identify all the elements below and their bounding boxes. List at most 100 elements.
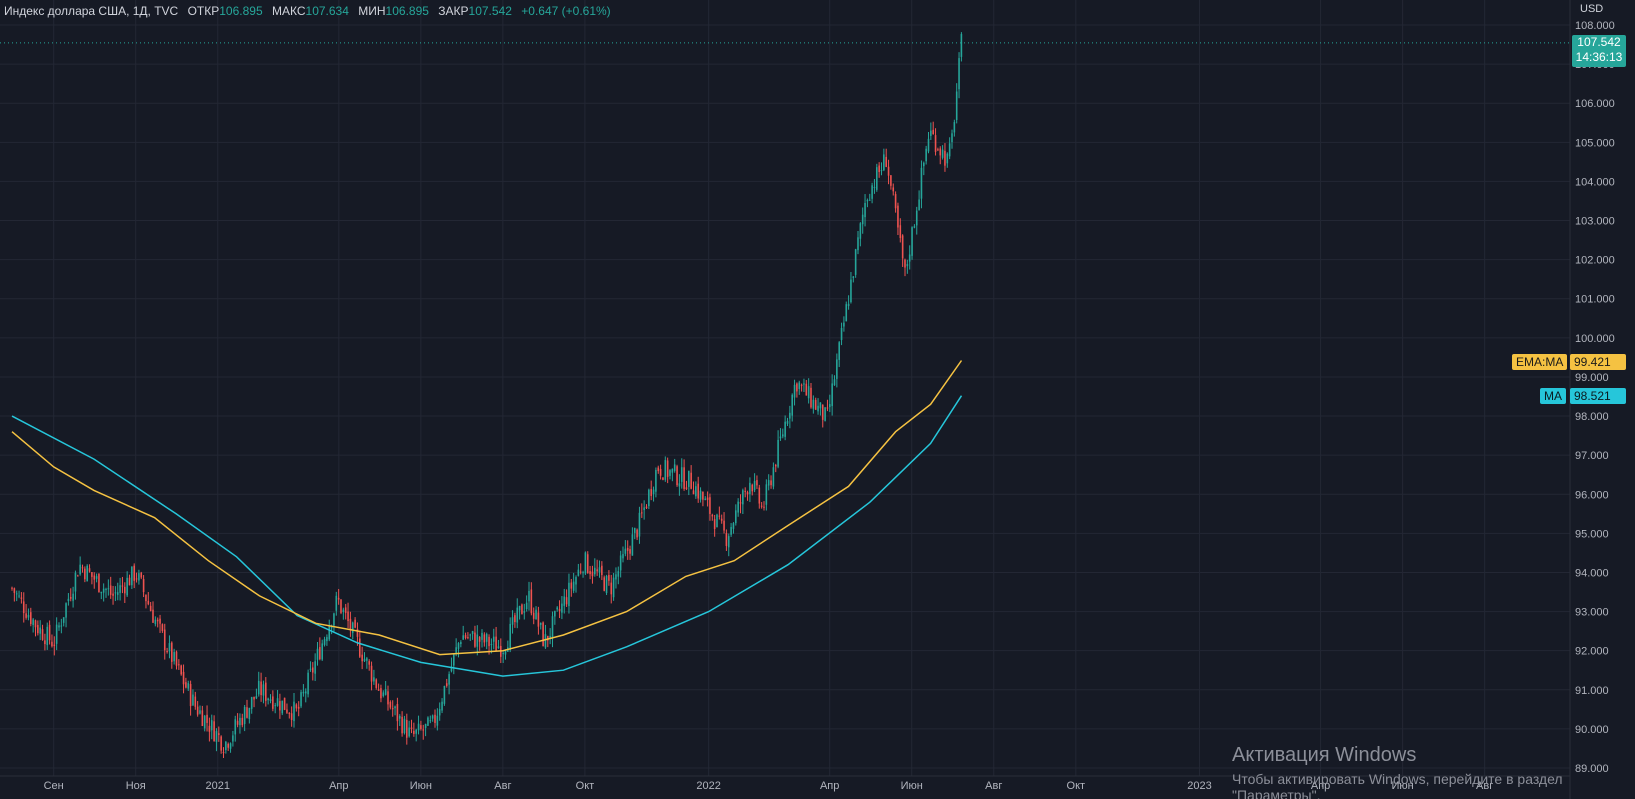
candle-body (206, 714, 208, 723)
y-tick-label: 92.000 (1575, 646, 1609, 658)
candle-body (260, 681, 262, 696)
candle-body (46, 626, 49, 646)
candle-body (443, 685, 446, 704)
candle-body (603, 577, 605, 591)
candle-body (749, 482, 751, 495)
candle-body (532, 612, 535, 619)
candle-body (791, 394, 793, 416)
x-tick-label: 2022 (696, 780, 720, 792)
candle-body (370, 665, 373, 682)
candle-body (840, 328, 843, 341)
candle-body (876, 167, 878, 190)
candle-body (711, 514, 714, 517)
candle-body (478, 637, 481, 642)
candle-body (333, 613, 335, 626)
candle-body (742, 490, 744, 505)
y-tick-label: 101.000 (1575, 294, 1615, 306)
candle-body (753, 480, 756, 491)
candle-body (899, 225, 902, 239)
candle-body (767, 480, 770, 486)
candle-body (189, 684, 192, 707)
candle-body (295, 704, 298, 709)
candle-body (457, 643, 460, 649)
candle-body (878, 165, 880, 173)
ohlc-legend: Индекс доллара США, 1Д, TVC ОТКР106.895 … (4, 4, 611, 18)
candle-body (565, 597, 568, 605)
candle-body (41, 629, 44, 640)
candle-body (51, 641, 53, 647)
x-tick-label: Авг (1476, 780, 1493, 792)
candle-body (406, 719, 408, 738)
candle-body (883, 154, 885, 171)
candle-body (281, 700, 284, 714)
candle-body (347, 611, 349, 622)
bar-countdown: 14:36:13 (1575, 50, 1623, 64)
x-tick-label: Сен (44, 780, 64, 792)
candle-body (229, 743, 232, 749)
candle-body (601, 565, 603, 576)
candle-body (351, 622, 354, 633)
candle-body (417, 723, 420, 731)
candle-body (495, 636, 497, 651)
candle-body (591, 571, 594, 577)
candle-body (680, 467, 683, 482)
candle-body (434, 714, 436, 723)
candle-body (615, 574, 617, 580)
candle-body (817, 405, 819, 412)
candle-body (911, 227, 913, 256)
candle-body (135, 578, 138, 580)
candle-body (37, 625, 39, 634)
candle-body (622, 554, 624, 559)
grid-lines (0, 0, 1570, 776)
ema-label-badge: EMA:MA (1512, 354, 1568, 370)
candle-body (939, 148, 942, 156)
currency-label[interactable]: USD (1580, 3, 1604, 15)
ma-line (11, 395, 963, 677)
candle-body (128, 577, 131, 586)
candle-body (960, 34, 963, 57)
candle-body (34, 620, 37, 628)
candle-body (770, 480, 772, 486)
candle-body (382, 692, 385, 697)
candle-body (556, 607, 558, 610)
candle-body (704, 498, 707, 501)
x-tick-label: Апр (1311, 780, 1330, 792)
candle-body (697, 483, 699, 499)
candle-body (871, 185, 873, 199)
candle-body (69, 597, 72, 599)
candle-body (633, 527, 636, 533)
candle-body (854, 249, 857, 275)
candle-body (431, 715, 434, 719)
candle-body (725, 533, 728, 546)
candle-body (706, 497, 709, 500)
candle-body (232, 735, 234, 742)
candle-body (857, 237, 859, 251)
candle-body (716, 514, 718, 528)
candle-body (156, 619, 159, 622)
candle-body (438, 709, 441, 716)
y-tick-label: 103.000 (1575, 216, 1615, 228)
candle-body (843, 322, 845, 327)
candle-body (549, 636, 551, 639)
candle-body (420, 725, 422, 729)
candle-body (563, 596, 566, 606)
candle-body (516, 607, 519, 623)
candle-body (894, 194, 897, 209)
candle-body (410, 727, 413, 730)
candle-body (492, 636, 495, 642)
candle-body (326, 637, 328, 642)
candle-body (777, 439, 779, 467)
candle-body (937, 149, 939, 151)
candle-body (784, 421, 786, 437)
candle-body (159, 618, 161, 624)
candle-body (763, 506, 765, 508)
candle-body (460, 642, 462, 645)
candle-body (610, 582, 613, 595)
change-value: +0.647 (+0.61%) (521, 4, 611, 18)
candle-body (908, 254, 911, 262)
candle-body (441, 701, 443, 711)
candle-body (398, 715, 401, 719)
candle-body (485, 634, 488, 642)
open-label: ОТКР (187, 4, 220, 18)
